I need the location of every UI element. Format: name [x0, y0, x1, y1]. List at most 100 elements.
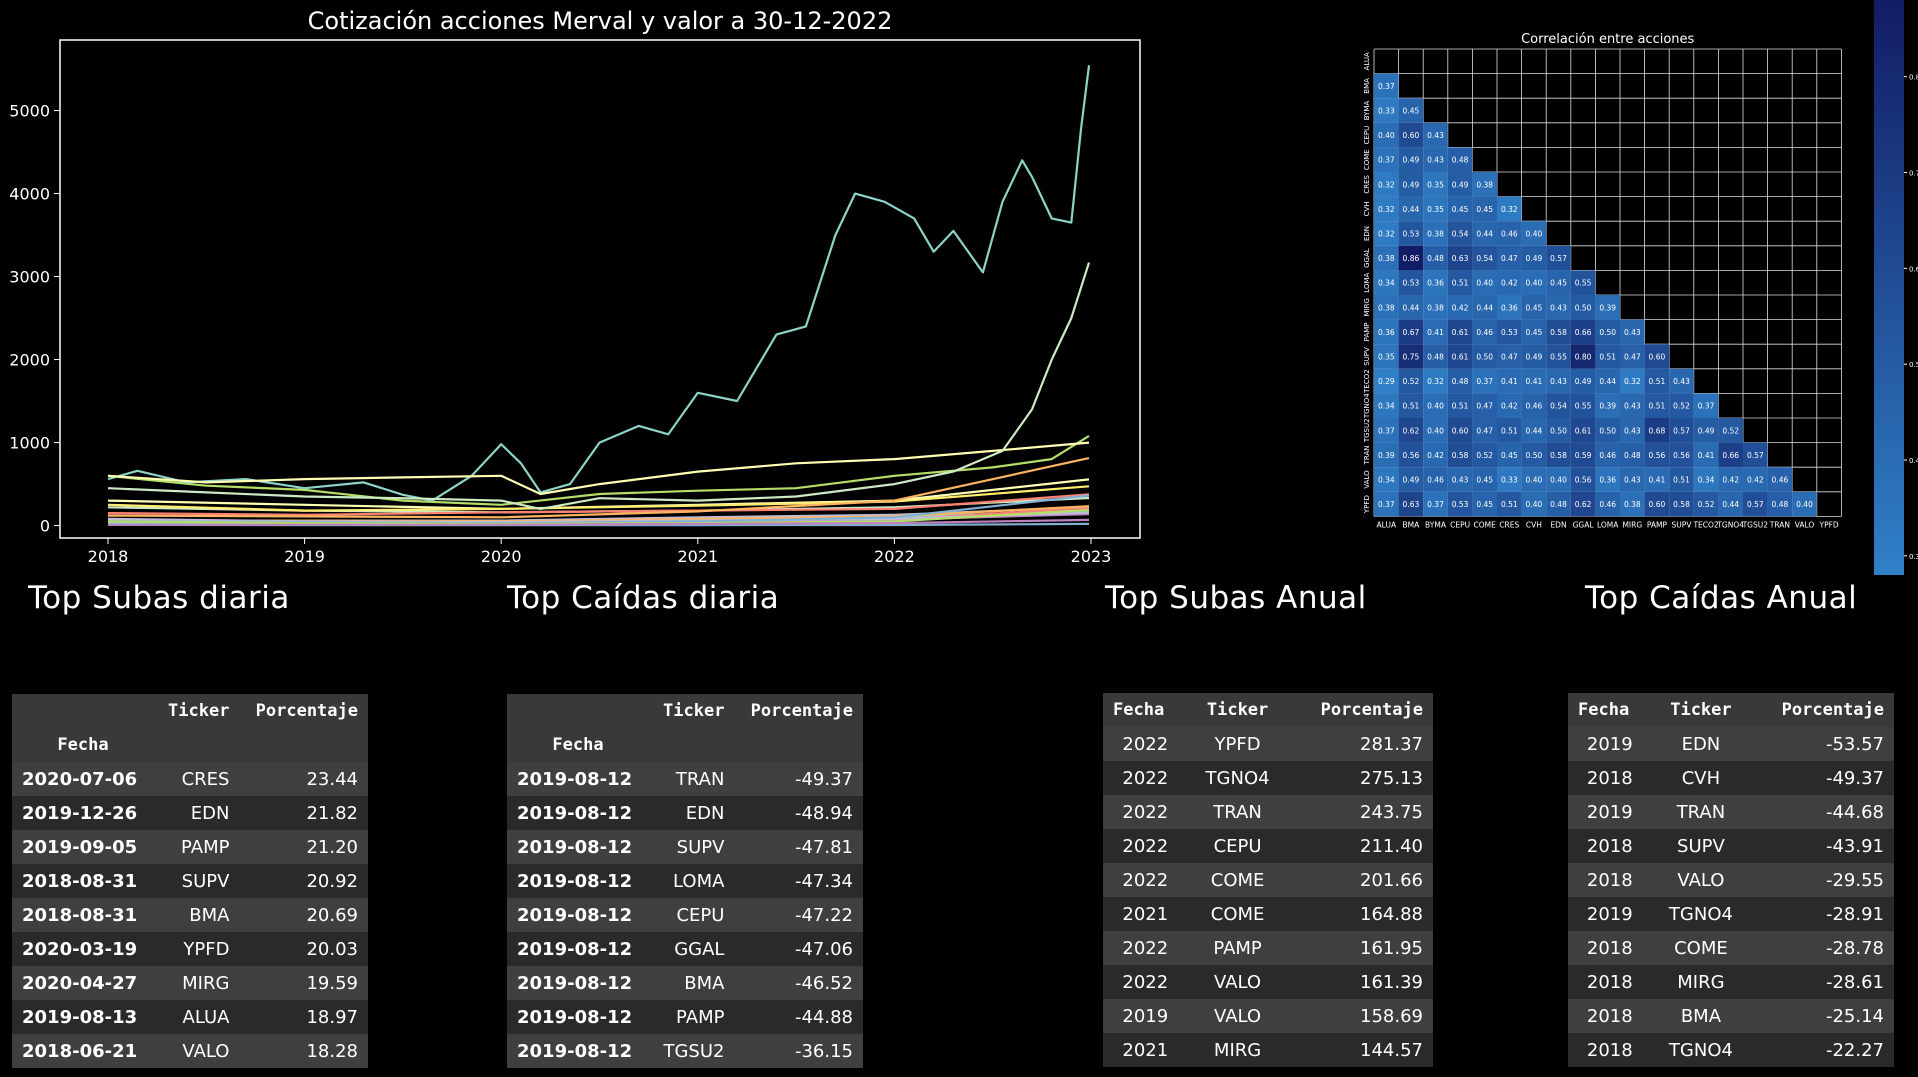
x-tick-label: 2018 — [88, 547, 129, 566]
heatmap-cell — [1546, 319, 1571, 345]
heatmap-cell — [1546, 491, 1571, 517]
series-line — [107, 485, 1090, 512]
header-date: Fecha — [1578, 700, 1630, 720]
header-percentage: Porcentaje — [750, 701, 853, 721]
heatmap-cell — [1472, 172, 1497, 197]
cell-value: 0.51 — [1673, 476, 1690, 485]
table-row: 2019-08-12 LOMA -47.34 — [507, 864, 863, 898]
heatmap-cell — [1472, 221, 1497, 246]
heatmap-cell — [1423, 147, 1448, 172]
row-year: 2019 — [1586, 801, 1633, 823]
row-year: 2018 — [1586, 1039, 1633, 1061]
row-ticker: CEPU — [676, 904, 725, 926]
row-ticker: PAMP — [1213, 937, 1262, 959]
row-ticker: EDN — [1681, 733, 1721, 755]
x-tick-label: 2019 — [284, 547, 325, 566]
y-axis-label: BMA — [1363, 78, 1371, 94]
row-ticker: CEPU — [1213, 835, 1262, 857]
cell-value: 0.51 — [1649, 377, 1666, 386]
row-ticker: VALO — [1677, 869, 1725, 891]
table-row: 2019 EDN -53.57 — [1568, 727, 1894, 761]
x-axis-label: YPFD — [1818, 520, 1838, 529]
cell-value: 0.55 — [1575, 402, 1592, 411]
heatmap-cell — [1497, 491, 1522, 517]
colorbar — [1874, 0, 1904, 575]
cell-value: 0.40 — [1378, 131, 1395, 140]
x-axis-label: BYMA — [1425, 520, 1447, 529]
cell-value: 0.57 — [1673, 426, 1690, 435]
cell-value: 0.68 — [1649, 426, 1666, 435]
cell-value: 0.44 — [1476, 303, 1493, 312]
heatmap-cell — [1669, 491, 1694, 517]
table-row: 2018 TGNO4 -22.27 — [1568, 1033, 1894, 1067]
heatmap-cell — [1423, 491, 1448, 517]
heatmap-cell — [1693, 393, 1719, 418]
heatmap-cell — [1423, 368, 1448, 394]
cell-value: 0.37 — [1378, 500, 1395, 509]
cell-value: 0.47 — [1476, 426, 1493, 435]
heatmap-cell — [1497, 442, 1522, 468]
row-percentage: -44.68 — [1825, 801, 1884, 823]
heatmap-cell — [1693, 442, 1719, 468]
header-percentage: Porcentaje — [255, 701, 358, 721]
row-percentage: 211.40 — [1360, 835, 1423, 857]
cell-value: 0.42 — [1501, 279, 1518, 288]
cell-value: 0.58 — [1550, 328, 1567, 337]
heatmap-cell — [1497, 344, 1522, 369]
header-percentage: Porcentaje — [1781, 700, 1884, 720]
table-row: 2018-06-21 VALO 18.28 — [12, 1034, 368, 1068]
row-ticker: MIRG — [1677, 971, 1725, 993]
table-row: 2022 PAMP 161.95 — [1103, 931, 1433, 965]
row-year: 2018 — [1586, 1005, 1633, 1027]
cell-value: 0.86 — [1403, 254, 1420, 263]
cell-value: 0.50 — [1526, 451, 1543, 460]
heatmap-cell — [1521, 295, 1547, 320]
table-row: 2018 VALO -29.55 — [1568, 863, 1894, 897]
heatmap-cell — [1398, 172, 1424, 197]
cell-value: 0.46 — [1501, 230, 1518, 239]
cell-value: 0.60 — [1452, 426, 1469, 435]
cell-value: 0.37 — [1698, 402, 1715, 411]
table-row: 2019-08-12 EDN -48.94 — [507, 796, 863, 830]
cell-value: 0.46 — [1599, 451, 1616, 460]
row-percentage: -28.78 — [1825, 937, 1884, 959]
heatmap-cell — [1595, 467, 1620, 492]
heatmap-cell — [1595, 295, 1620, 320]
series-line — [107, 65, 1091, 502]
row-year: 2021 — [1122, 903, 1169, 925]
heatmap-cell — [1398, 418, 1424, 443]
x-axis-label: ALUA — [1377, 520, 1397, 529]
heatmap-cell — [1472, 418, 1497, 443]
heatmap-cell — [1546, 418, 1571, 443]
y-tick-label: 4000 — [9, 185, 50, 204]
row-percentage: 144.57 — [1360, 1039, 1423, 1061]
heatmap-cell — [1570, 295, 1596, 320]
row-year: 2018 — [1586, 869, 1633, 891]
heatmap-cell — [1595, 418, 1620, 443]
cell-value: 0.33 — [1378, 107, 1395, 116]
heatmap-cell — [1423, 344, 1448, 369]
cell-value: 0.45 — [1526, 303, 1543, 312]
heatmap-cell — [1570, 344, 1596, 369]
row-year: 2018 — [1586, 937, 1633, 959]
row-percentage: 275.13 — [1360, 767, 1423, 789]
header-index: Fecha — [57, 735, 109, 755]
cell-value: 0.38 — [1476, 180, 1493, 189]
y-axis-label: VALO — [1363, 470, 1371, 489]
row-ticker: YPFD — [1214, 733, 1261, 755]
cell-value: 0.49 — [1403, 180, 1420, 189]
cell-value: 0.34 — [1698, 476, 1715, 485]
row-year: 2018 — [1586, 971, 1633, 993]
y-axis-label: MIRG — [1363, 298, 1371, 316]
heatmap-cell — [1546, 467, 1571, 492]
heatmap-cell — [1398, 98, 1424, 123]
heatmap-cell — [1497, 221, 1522, 246]
heatmap-cell — [1620, 442, 1645, 468]
cell-value: 0.52 — [1673, 402, 1690, 411]
row-date: 2018-08-31 — [22, 870, 138, 892]
cell-value: 0.42 — [1427, 451, 1444, 460]
table-header-row: Fecha Ticker Porcentaje — [1568, 693, 1894, 727]
y-axis-label: CRES — [1363, 174, 1371, 193]
heatmap-cell — [1423, 122, 1448, 148]
row-percentage: 158.69 — [1360, 1005, 1423, 1027]
